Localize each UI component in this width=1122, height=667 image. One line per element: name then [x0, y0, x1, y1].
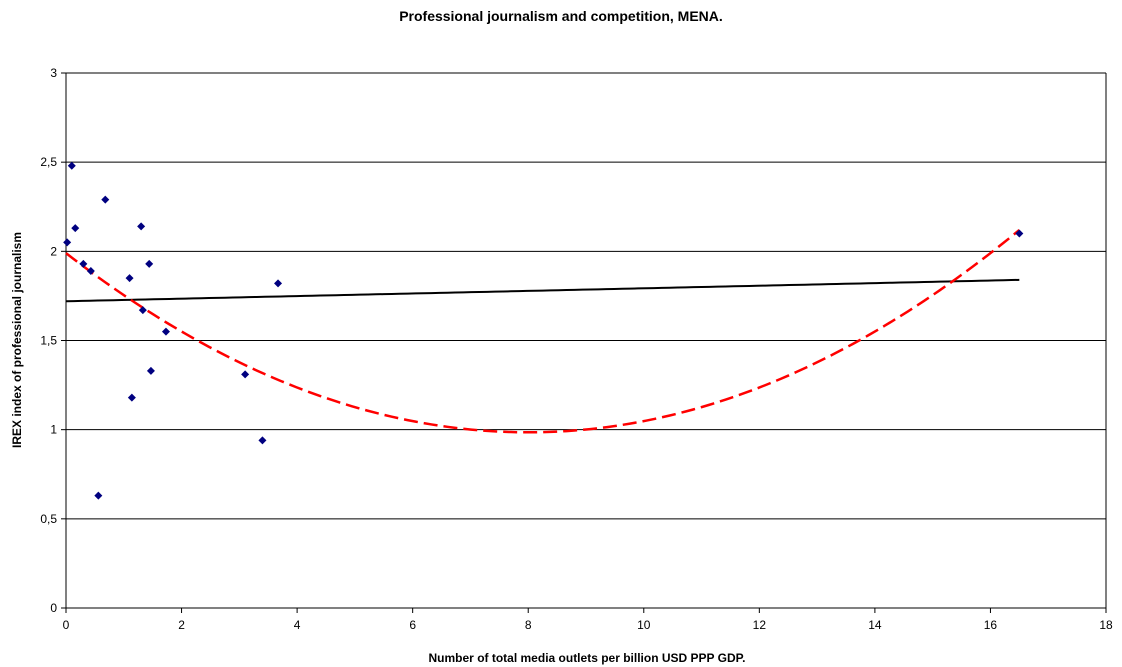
- data-point-8: [127, 393, 136, 402]
- y-tick-label-2: 1: [50, 423, 57, 437]
- data-point-17: [1015, 229, 1024, 238]
- data-point-16: [274, 279, 283, 288]
- x-tick-label-1: 2: [178, 618, 185, 632]
- data-point-6: [101, 195, 110, 204]
- y-tick-label-6: 3: [50, 66, 57, 80]
- x-tick-label-2: 4: [294, 618, 301, 632]
- data-point-14: [241, 370, 250, 379]
- x-axis-label: Number of total media outlets per billio…: [429, 651, 746, 665]
- data-point-3: [79, 259, 88, 268]
- x-tick-label-3: 6: [409, 618, 416, 632]
- trendlines: [65, 229, 1021, 434]
- y-tick-label-4: 2: [50, 244, 57, 258]
- data-point-5: [94, 491, 103, 500]
- x-tick-label-4: 8: [525, 618, 532, 632]
- data-points: [63, 161, 1024, 500]
- data-point-0: [63, 238, 72, 247]
- x-tick-label-0: 0: [63, 618, 70, 632]
- data-point-9: [137, 222, 146, 231]
- data-point-2: [71, 224, 80, 233]
- data-point-10: [138, 306, 147, 315]
- y-tick-label-0: 0: [50, 601, 57, 615]
- trendline-linear: [65, 278, 1020, 303]
- x-tick-label-9: 18: [1099, 618, 1113, 632]
- x-ticks: 0 2 4 6 8 10 12 14 16 18: [63, 608, 1113, 632]
- chart-title: Professional journalism and competition,…: [399, 8, 723, 24]
- data-point-13: [161, 327, 170, 336]
- x-tick-label-8: 16: [984, 618, 998, 632]
- x-tick-label-6: 12: [753, 618, 767, 632]
- y-axis-label: IREX index of professional journalism: [10, 232, 24, 448]
- y-tick-label-3: 1,5: [40, 334, 57, 348]
- trendline-polynomial: [65, 229, 1021, 434]
- y-tick-label-5: 2,5: [40, 155, 57, 169]
- data-point-12: [146, 366, 155, 375]
- data-point-15: [258, 436, 267, 445]
- y-tick-label-1: 0,5: [40, 512, 57, 526]
- grid: [66, 72, 1106, 520]
- data-point-11: [145, 259, 154, 268]
- data-point-1: [67, 161, 76, 170]
- y-ticks: 0 0,5 1 1,5 2 2,5 3: [40, 66, 66, 615]
- x-tick-label-7: 14: [868, 618, 882, 632]
- x-tick-label-5: 10: [637, 618, 651, 632]
- data-point-7: [125, 274, 134, 283]
- data-point-4: [86, 266, 95, 275]
